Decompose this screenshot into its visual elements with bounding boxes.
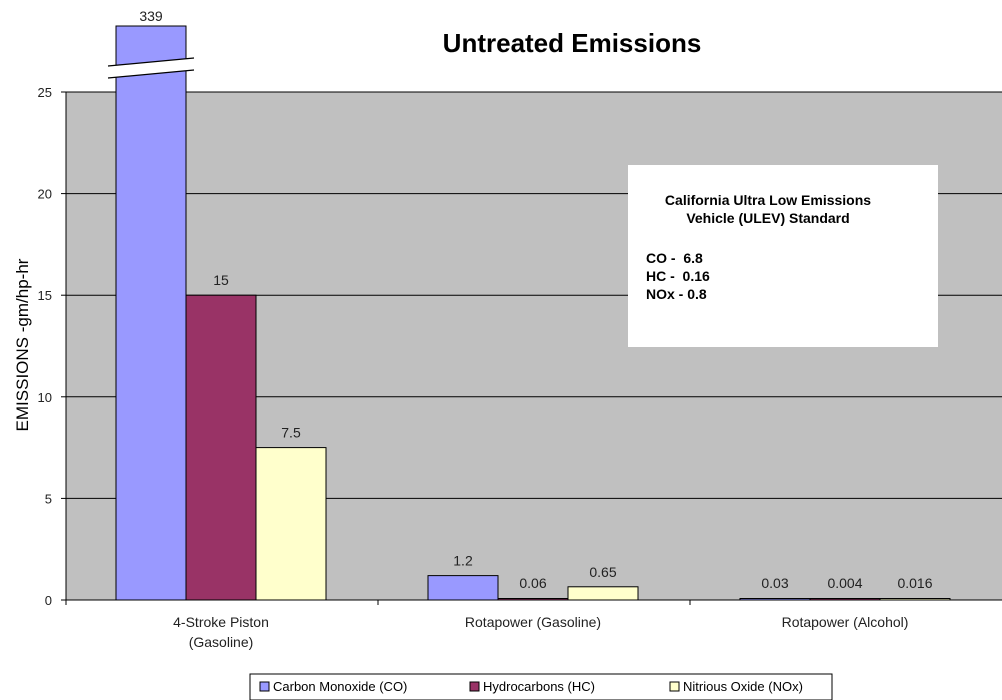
legend-box (249, 673, 833, 700)
x-category-label-rotapower-alcohol: Rotapower (Alcohol) (782, 614, 909, 630)
annotation-value-line-1: HC - 0.16 (646, 268, 710, 284)
y-axis-label: EMISSIONS -gm/hp-hr (13, 258, 32, 431)
bar-rotapower-gasoline-carbon-monoxide-co (427, 575, 499, 601)
axis-break-line-bottom (107, 69, 195, 79)
x-category-label-line: Rotapower (Gasoline) (465, 614, 601, 630)
data-label-rotapower-alcohol-carbon-monoxide-co: 0.03 (761, 575, 788, 591)
y-tick-label-25: 25 (38, 85, 52, 100)
y-tick-label-15: 15 (38, 288, 52, 303)
data-label-4-stroke-piston-gasoline-nitrious-oxide-nox: 7.5 (281, 425, 301, 441)
data-label-rotapower-gasoline-carbon-monoxide-co: 1.2 (453, 553, 473, 569)
axis-break-gap (108, 58, 194, 78)
annotation-title-line-0: California Ultra Low Emissions (665, 192, 871, 208)
legend-label-nitrious-oxide-nox: Nitrious Oxide (NOx) (683, 679, 803, 694)
legend-swatch-carbon-monoxide-co (259, 681, 270, 692)
ulev-standard-box: California Ultra Low Emissions Vehicle (U… (628, 165, 938, 347)
annotation-value-line-2: NOx - 0.8 (646, 286, 707, 302)
bar-4-stroke-piston-gasoline-hydrocarbons-hc (185, 294, 257, 601)
data-label-rotapower-alcohol-hydrocarbons-hc: 0.004 (827, 575, 862, 591)
bar-4-stroke-piston-gasoline-nitrious-oxide-nox (255, 447, 327, 601)
bar-4-stroke-piston-gasoline-carbon-monoxide-co (115, 25, 187, 601)
legend-swatch-nitrious-oxide-nox (669, 681, 680, 692)
axis-break-line-top (107, 57, 195, 67)
x-category-label-4-stroke-piston-gasoline: 4-Stroke Piston (Gasoline) (173, 614, 269, 650)
data-label-4-stroke-piston-gasoline-hydrocarbons-hc: 15 (213, 272, 229, 288)
annotation-value-line-0: CO - 6.8 (646, 250, 703, 266)
legend: Carbon Monoxide (CO) Hydrocarbons (HC) Nit… (249, 673, 833, 700)
annotation-title-line-1: Vehicle (ULEV) Standard (686, 210, 849, 226)
bars (107, 25, 951, 601)
y-tick-label-0: 0 (45, 593, 52, 608)
y-tick-label-10: 10 (38, 390, 52, 405)
x-category-label-rotapower-gasoline: Rotapower (Gasoline) (465, 614, 601, 630)
legend-swatch-hydrocarbons-hc (469, 681, 480, 692)
legend-label-hydrocarbons-hc: Hydrocarbons (HC) (483, 679, 595, 694)
data-label-4-stroke-piston-gasoline-carbon-monoxide-co: 339 (139, 8, 163, 24)
x-category-label-line: (Gasoline) (189, 634, 254, 650)
data-labels: 339 15 7.5 1.2 0.06 0.65 0.03 0.004 0.016 (139, 8, 932, 591)
y-axis: 0 5 10 15 20 25 (38, 85, 67, 608)
bar-rotapower-gasoline-nitrious-oxide-nox (567, 586, 639, 601)
y-tick-label-5: 5 (45, 491, 52, 506)
x-category-label-line: Rotapower (Alcohol) (782, 614, 909, 630)
data-label-rotapower-alcohol-nitrious-oxide-nox: 0.016 (897, 575, 932, 591)
chart-title: Untreated Emissions (443, 28, 702, 58)
legend-label-carbon-monoxide-co: Carbon Monoxide (CO) (273, 679, 407, 694)
y-tick-label-20: 20 (38, 187, 52, 202)
data-label-rotapower-gasoline-nitrious-oxide-nox: 0.65 (589, 564, 616, 580)
data-label-rotapower-gasoline-hydrocarbons-hc: 0.06 (519, 575, 546, 591)
annotation-box (628, 165, 938, 347)
x-category-label-line: 4-Stroke Piston (173, 614, 269, 630)
x-axis: 4-Stroke Piston (Gasoline) Rotapower (Gaso… (65, 599, 1002, 650)
